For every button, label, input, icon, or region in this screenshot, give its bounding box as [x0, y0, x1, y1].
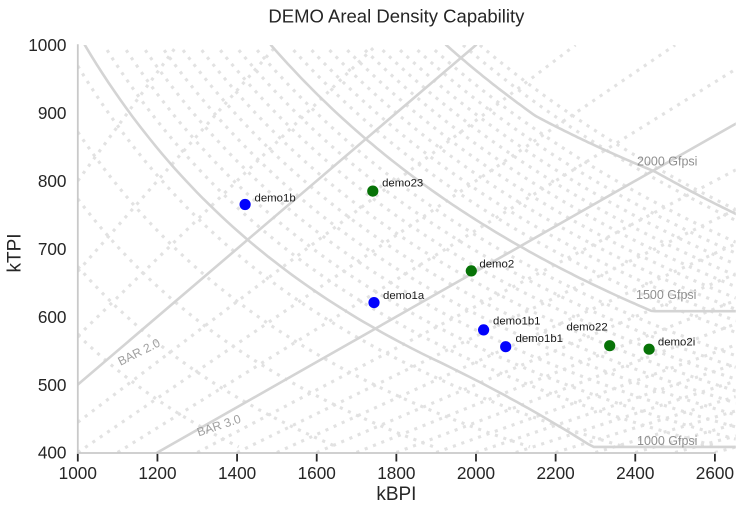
svg-text:2200: 2200	[537, 463, 575, 483]
svg-text:1400: 1400	[218, 463, 256, 483]
svg-text:1600: 1600	[298, 463, 336, 483]
svg-text:demo1b1: demo1b1	[493, 316, 541, 328]
svg-text:700: 700	[38, 239, 67, 259]
svg-text:1000: 1000	[28, 35, 66, 55]
svg-text:1500 Gfpsi: 1500 Gfpsi	[636, 288, 696, 302]
svg-text:500: 500	[38, 375, 67, 395]
svg-text:demo1b: demo1b	[255, 193, 296, 205]
svg-text:demo22: demo22	[567, 322, 608, 334]
svg-text:800: 800	[38, 171, 67, 191]
svg-text:400: 400	[38, 443, 67, 463]
svg-text:2400: 2400	[616, 463, 654, 483]
svg-text:900: 900	[38, 103, 67, 123]
svg-text:600: 600	[38, 307, 67, 327]
svg-text:2000: 2000	[457, 463, 495, 483]
svg-text:demo23: demo23	[382, 178, 423, 190]
svg-text:1000 Gfpsi: 1000 Gfpsi	[637, 434, 697, 448]
svg-text:demo1a: demo1a	[383, 290, 425, 302]
svg-text:demo1b1: demo1b1	[516, 333, 564, 345]
svg-text:1200: 1200	[138, 463, 176, 483]
svg-text:DEMO Areal Density Capability: DEMO Areal Density Capability	[268, 6, 525, 27]
svg-text:1800: 1800	[377, 463, 415, 483]
svg-text:kTPI: kTPI	[5, 233, 26, 272]
svg-text:demo2: demo2	[479, 259, 514, 271]
svg-text:kBPI: kBPI	[376, 484, 416, 505]
svg-text:demo2i: demo2i	[658, 337, 695, 349]
svg-text:2600: 2600	[696, 463, 734, 483]
svg-text:1000: 1000	[59, 463, 97, 483]
svg-text:2000 Gfpsi: 2000 Gfpsi	[637, 154, 697, 168]
